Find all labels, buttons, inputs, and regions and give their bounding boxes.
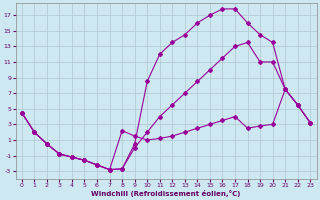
- X-axis label: Windchill (Refroidissement éolien,°C): Windchill (Refroidissement éolien,°C): [91, 190, 241, 197]
